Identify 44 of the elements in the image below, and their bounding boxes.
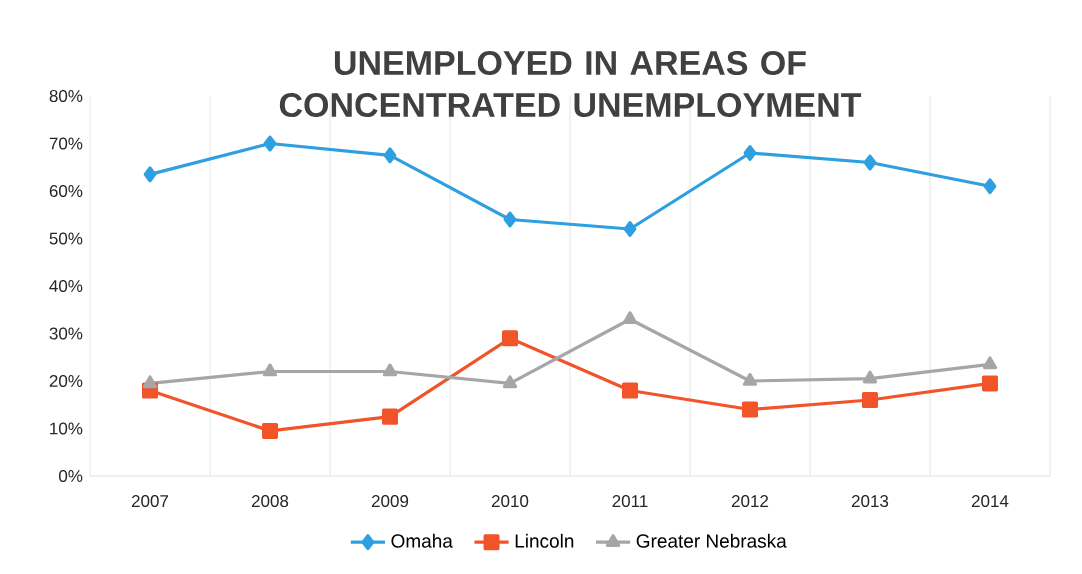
y-tick-label: 0% <box>59 470 83 483</box>
point <box>502 375 518 389</box>
x-tick-label: 2010 <box>491 495 529 508</box>
x-tick-label: 2013 <box>851 495 889 508</box>
y-tick-label: 50% <box>49 232 83 245</box>
point <box>982 356 998 370</box>
point <box>862 392 878 409</box>
point <box>742 373 758 386</box>
point <box>262 422 278 439</box>
point <box>382 363 398 377</box>
y-tick-label: 10% <box>50 422 83 435</box>
point <box>143 166 157 183</box>
y-tick-label: 70% <box>49 137 83 150</box>
x-tick-label: 2012 <box>731 495 769 508</box>
point <box>621 382 638 399</box>
point <box>382 408 398 425</box>
x-tick-label: 2008 <box>251 495 289 508</box>
point <box>981 375 998 392</box>
point <box>263 135 277 152</box>
y-tick-label: 60% <box>49 185 83 198</box>
x-tick-label: 2011 <box>612 495 648 508</box>
point <box>503 211 517 228</box>
point <box>863 154 877 171</box>
point <box>502 330 518 347</box>
point <box>142 375 158 389</box>
x-tick-label: 2009 <box>371 495 409 508</box>
legend-label: Omaha <box>391 533 453 548</box>
legend-label: Greater Nebraska <box>636 533 787 548</box>
x-tick-label: 2014 <box>971 495 1009 508</box>
y-tick-label: 30% <box>49 327 83 340</box>
x-tick-label: 2007 <box>131 495 169 508</box>
point <box>862 370 878 384</box>
point <box>983 178 997 195</box>
point <box>383 147 397 164</box>
point <box>623 221 637 238</box>
chart-title: UNEMPLOYED IN AREAS OF CONCENTRATED UNEMPLOYMENT <box>279 50 862 118</box>
y-tick-label: 40% <box>49 280 83 293</box>
point <box>743 145 757 162</box>
y-tick-label: 80% <box>49 90 83 103</box>
point <box>262 363 278 377</box>
point <box>622 311 638 325</box>
point <box>742 401 758 418</box>
y-tick-label: 20% <box>49 375 83 388</box>
legend-label: Lincoln <box>515 533 574 548</box>
